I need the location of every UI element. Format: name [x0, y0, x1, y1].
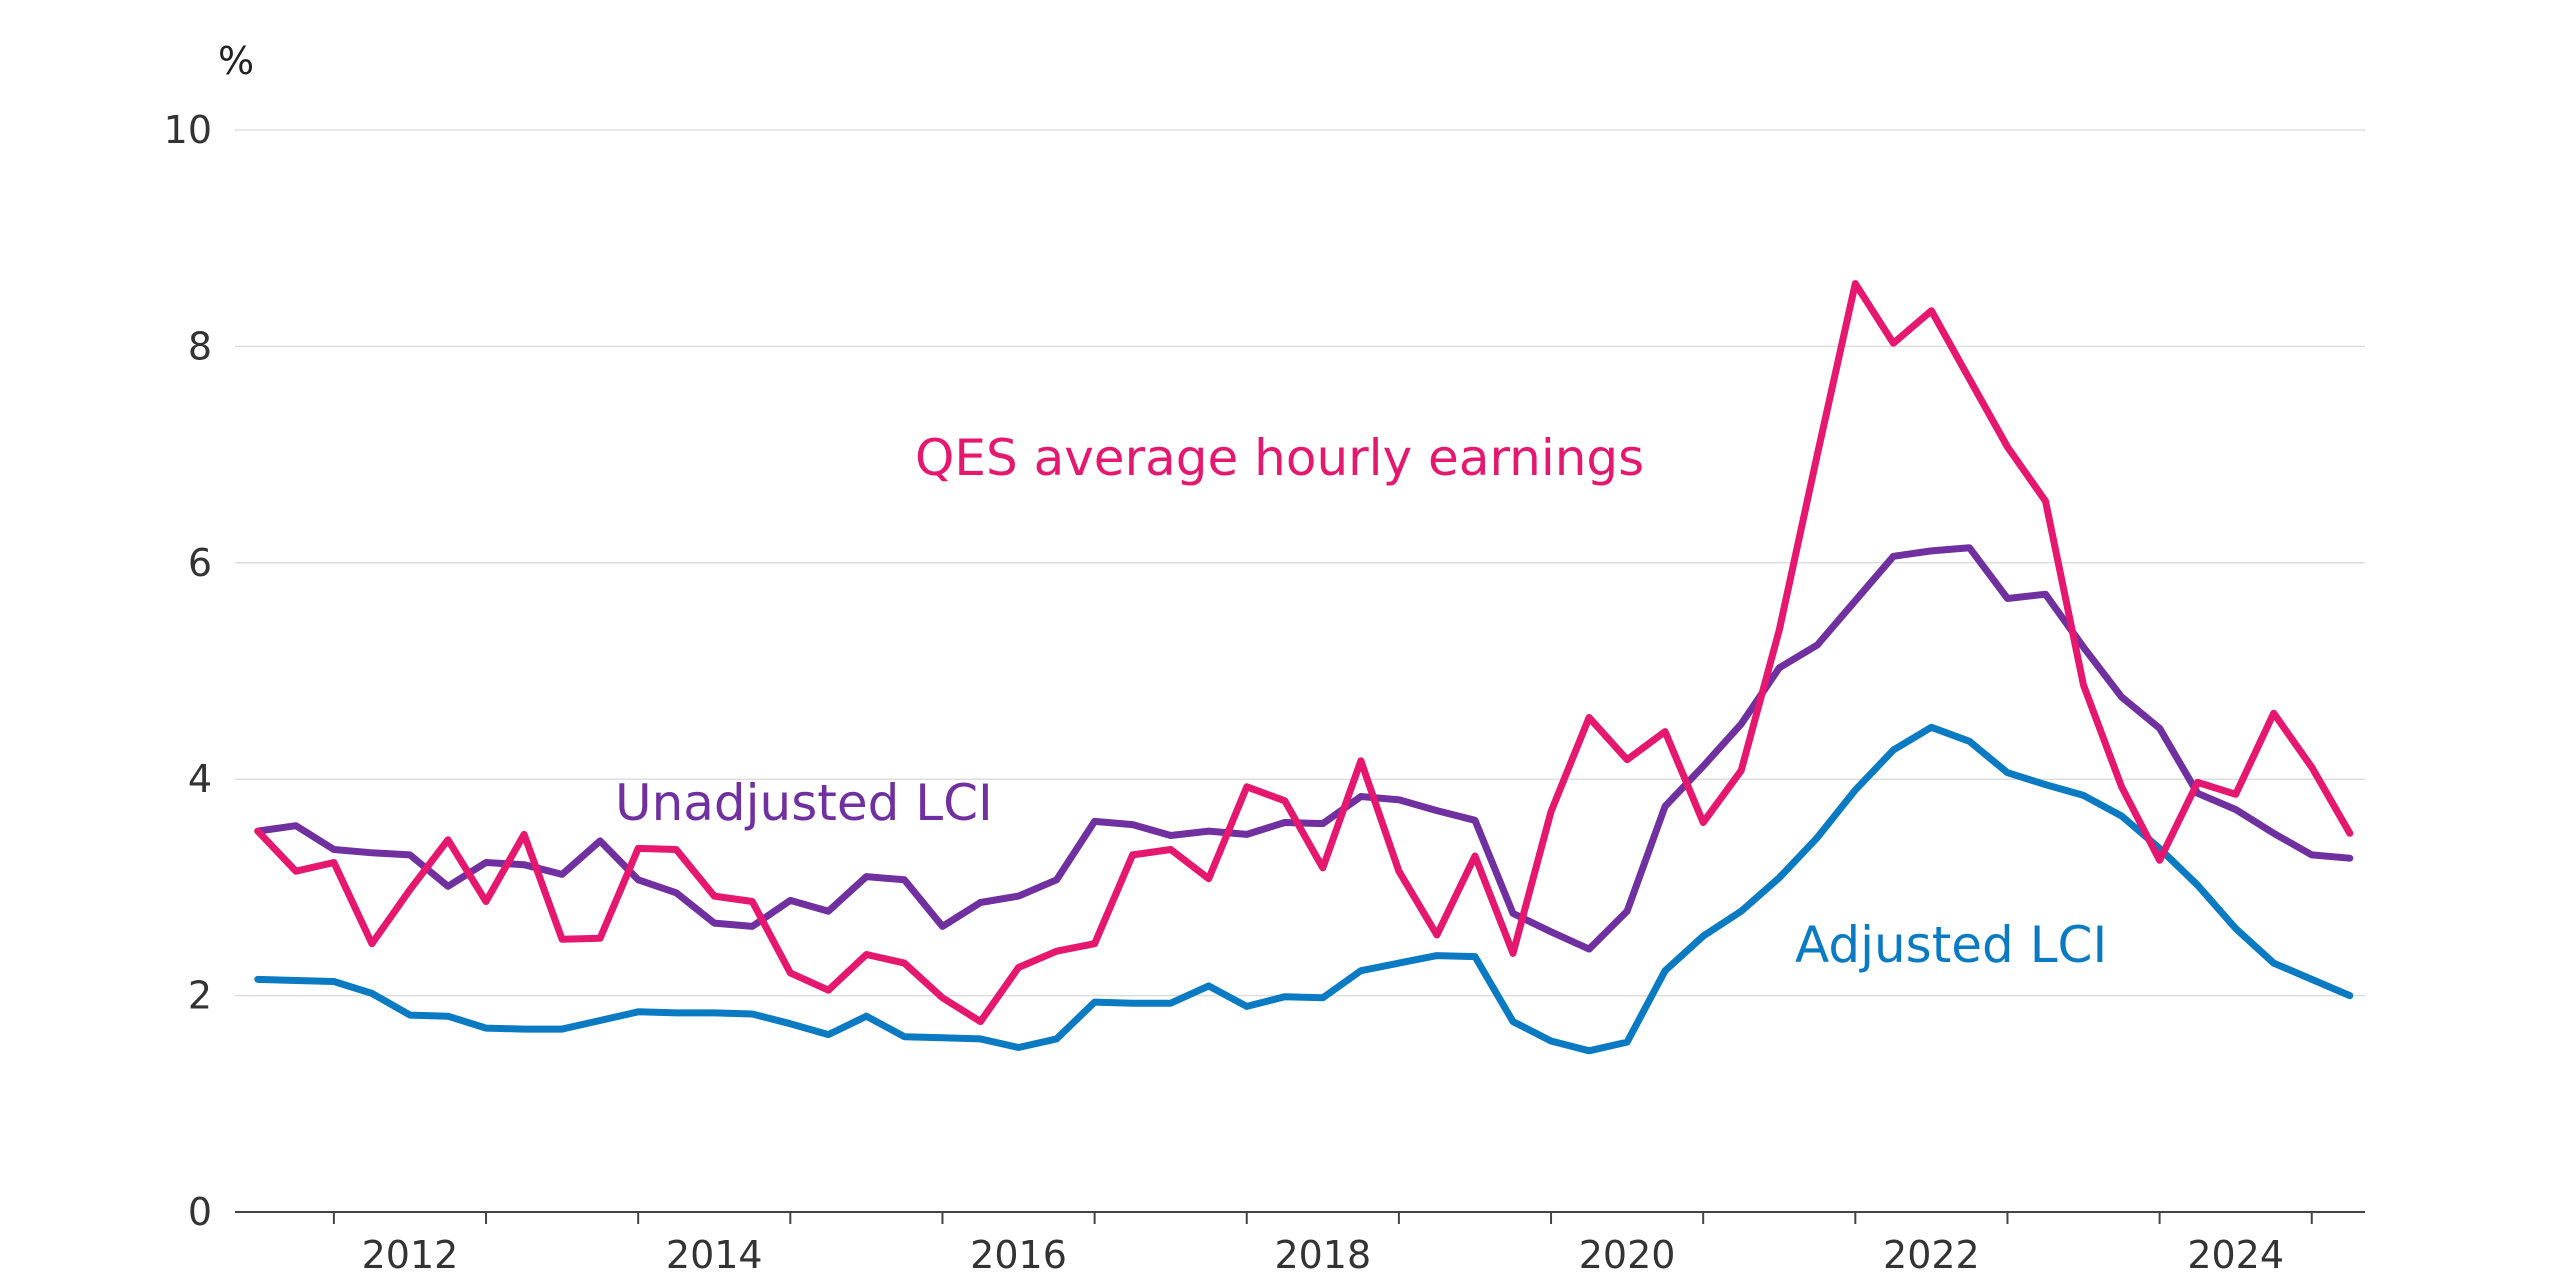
series-lines	[254, 280, 2354, 1055]
x-tick-label: 2016	[970, 1233, 1067, 1277]
series-line-qes-average-hourly-earnings	[254, 280, 2354, 1026]
gridlines	[235, 129, 2365, 997]
series-label: Adjusted LCI	[1795, 916, 2107, 974]
y-axis-unit-label: %	[218, 39, 254, 83]
y-tick-label: 10	[164, 108, 212, 152]
x-tick-label: 2020	[1579, 1233, 1676, 1277]
x-tick-label: 2024	[2187, 1233, 2284, 1277]
series-label: Unadjusted LCI	[615, 774, 993, 832]
series-line-adjusted-lci	[254, 723, 2354, 1055]
x-axis: 2012 2014 2016 2018 2020 2022 2024	[235, 1211, 2365, 1277]
series-label: QES average hourly earnings	[915, 429, 1644, 487]
y-axis: 0 2 4 6 8 10	[164, 108, 212, 1234]
y-tick-label: 2	[188, 974, 212, 1018]
y-tick-label: 6	[188, 541, 212, 585]
x-tick-label: 2022	[1883, 1233, 1980, 1277]
x-tick-label: 2014	[666, 1233, 763, 1277]
x-tick-label: 2018	[1274, 1233, 1371, 1277]
series-line-unadjusted-lci	[254, 544, 2354, 953]
series-labels: QES average hourly earnings Unadjusted LC…	[615, 429, 2107, 974]
x-tick-label: 2012	[362, 1233, 459, 1277]
y-tick-label: 4	[188, 757, 212, 801]
y-tick-label: 0	[188, 1190, 212, 1234]
y-tick-label: 8	[188, 324, 212, 368]
